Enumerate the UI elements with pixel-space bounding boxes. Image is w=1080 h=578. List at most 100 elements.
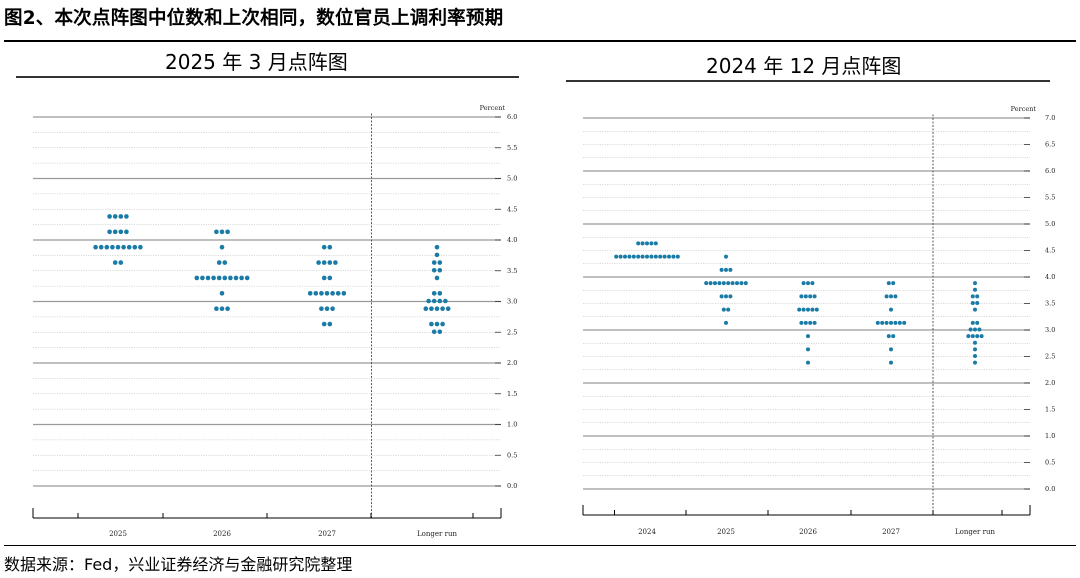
- x-tick-label: Longer run: [955, 528, 995, 536]
- dot-longer-run: [445, 306, 451, 311]
- dot-2026: [216, 275, 222, 281]
- chart-left-title-rule: [16, 76, 519, 78]
- dot-longer-run: [966, 334, 971, 339]
- dot-2027: [891, 334, 896, 339]
- y-tick-label: 3.5: [1045, 300, 1055, 308]
- dot-2025: [126, 244, 132, 250]
- y-tick-label: 4.5: [507, 205, 517, 213]
- dot-2027: [321, 275, 327, 281]
- dot-2026: [222, 260, 228, 265]
- dot-longer-run: [970, 294, 975, 299]
- dot-2024: [640, 241, 645, 246]
- dot-2025: [739, 281, 744, 286]
- dot-2026: [222, 275, 228, 281]
- dot-longer-run: [973, 354, 977, 358]
- dot-2026: [814, 307, 819, 312]
- dot-2027: [313, 291, 319, 296]
- dot-2027: [893, 320, 898, 325]
- dot-2027: [889, 347, 893, 352]
- x-tick-label: 2026: [799, 528, 817, 536]
- y-tick-label: 4.0: [1045, 273, 1055, 281]
- y-tick-label: 4.5: [1045, 247, 1055, 255]
- dot-2025: [124, 214, 129, 219]
- dot-2027: [327, 244, 333, 250]
- dot-longer-run: [437, 291, 443, 296]
- dot-2025: [726, 307, 731, 312]
- dot-2026: [810, 281, 815, 286]
- dot-longer-run: [975, 301, 980, 305]
- dot-2025: [121, 244, 126, 250]
- dot-2026: [801, 281, 806, 286]
- dot-longer-run: [429, 306, 434, 311]
- dot-2025: [708, 281, 713, 286]
- dot-longer-run: [973, 307, 977, 312]
- dot-2025: [93, 244, 98, 250]
- dot-2027: [330, 306, 335, 311]
- dot-2026: [200, 275, 205, 281]
- dot-2024: [649, 241, 654, 246]
- dot-longer-run: [431, 329, 437, 335]
- dot-longer-run: [437, 329, 443, 335]
- dot-2026: [799, 294, 804, 299]
- y-axis-label: Percent: [480, 104, 506, 112]
- dot-2027: [327, 321, 333, 327]
- dot-2024: [631, 254, 636, 259]
- y-tick-label: 2.5: [507, 328, 517, 336]
- dot-longer-run: [973, 347, 977, 352]
- dot-2026: [806, 281, 810, 286]
- dot-longer-run: [973, 287, 977, 292]
- y-tick-label: 2.5: [1045, 353, 1055, 361]
- dot-2025: [728, 267, 733, 272]
- dot-2027: [884, 294, 889, 299]
- chart-right-title-rule: [566, 80, 1050, 82]
- dot-longer-run: [431, 267, 437, 273]
- dot-longer-run: [431, 260, 437, 265]
- dot-2024: [618, 254, 623, 259]
- dot-2025: [138, 244, 143, 250]
- dot-2027: [321, 321, 327, 327]
- dot-2026: [205, 275, 211, 281]
- dot-2024: [614, 254, 619, 259]
- dot-2026: [214, 306, 219, 311]
- dot-2025: [112, 260, 118, 265]
- y-tick-label: 0.0: [507, 482, 517, 490]
- dot-longer-run: [440, 306, 445, 311]
- dot-2024: [636, 254, 641, 259]
- chart-left-title: 2025 年 3 月点阵图: [165, 50, 348, 74]
- dot-2025: [724, 320, 728, 325]
- y-tick-label: 6.0: [507, 113, 517, 121]
- dot-2027: [333, 260, 338, 265]
- dot-2026: [214, 229, 219, 235]
- dot-2025: [719, 294, 724, 299]
- dot-longer-run: [975, 320, 980, 325]
- dot-longer-run: [975, 334, 980, 339]
- dot-longer-run: [443, 298, 448, 304]
- dot-2024: [671, 254, 676, 259]
- dot-2025: [104, 244, 110, 250]
- y-tick-label: 5.0: [1045, 220, 1055, 228]
- dot-2026: [219, 306, 225, 311]
- x-tick-label: 2025: [109, 530, 127, 538]
- dot-longer-run: [437, 267, 443, 273]
- dot-2027: [319, 291, 324, 296]
- dot-2027: [891, 281, 896, 286]
- dot-2027: [324, 291, 330, 296]
- dot-longer-run: [970, 320, 975, 325]
- dot-2025: [112, 214, 118, 219]
- dot-2025: [721, 307, 726, 312]
- dot-2026: [803, 294, 808, 299]
- dot-2026: [797, 307, 802, 312]
- dot-longer-run: [434, 321, 440, 327]
- dot-2025: [98, 244, 104, 250]
- dot-2027: [875, 320, 880, 325]
- dot-2026: [219, 229, 225, 235]
- dot-2024: [667, 254, 671, 259]
- dot-2027: [327, 275, 333, 281]
- dot-2025: [724, 294, 728, 299]
- dot-2024: [645, 241, 649, 246]
- dot-2026: [806, 360, 810, 365]
- dot-2025: [735, 281, 739, 286]
- dot-2026: [233, 275, 239, 281]
- dot-2026: [806, 334, 810, 339]
